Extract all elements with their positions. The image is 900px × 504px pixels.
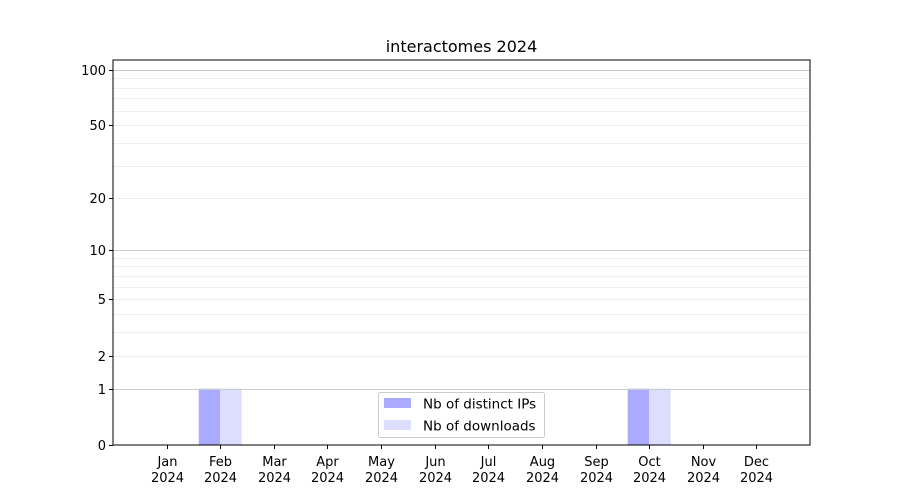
legend-swatch-downloads [384, 420, 411, 430]
y-tick-label: 5 [98, 293, 106, 308]
bar-downloads [220, 388, 242, 445]
x-tick-label-year: 2024 [419, 471, 452, 486]
bars [198, 388, 671, 445]
y-tick-label: 0 [98, 439, 106, 454]
x-tick-label-month: Jan [156, 455, 177, 470]
plot-frame [112, 59, 811, 446]
x-tick-label-month: Feb [209, 455, 232, 470]
x-tick-label-month: Mar [262, 455, 287, 470]
bar-distinct-ips [198, 388, 221, 445]
y-tick-label: 10 [89, 244, 106, 259]
legend-swatch-distinct-ips [384, 398, 411, 408]
bar-downloads [649, 388, 671, 445]
x-tick-label-month: May [368, 455, 395, 470]
x-tick-label-month: Apr [316, 455, 339, 470]
x-tick-label-year: 2024 [740, 471, 773, 486]
x-tick-label-month: Aug [530, 455, 555, 470]
legend-box [378, 392, 545, 438]
major-gridlines [113, 70, 810, 390]
x-tick-label-month: Nov [691, 455, 717, 470]
x-tick-label-year: 2024 [580, 471, 613, 486]
y-tick-label: 100 [81, 64, 106, 79]
x-tick-label-month: Jul [480, 455, 497, 470]
gridlines [113, 78, 810, 357]
x-axis: Jan2024Feb2024Mar2024Apr2024May2024Jun20… [151, 445, 773, 486]
y-tick-label: 2 [98, 350, 106, 365]
y-tick-label: 20 [89, 192, 106, 207]
legend: Nb of distinct IPs Nb of downloads [378, 392, 545, 438]
legend-label-distinct-ips: Nb of distinct IPs [423, 397, 536, 413]
y-tick-label: 1 [98, 383, 106, 398]
x-tick-label-year: 2024 [258, 471, 291, 486]
x-tick-label-year: 2024 [204, 471, 237, 486]
x-tick-label-month: Sep [584, 455, 609, 470]
x-tick-label-year: 2024 [472, 471, 505, 486]
x-tick-label-year: 2024 [526, 471, 559, 486]
x-tick-label-year: 2024 [311, 471, 344, 486]
legend-label-downloads: Nb of downloads [423, 419, 536, 435]
x-tick-label-year: 2024 [633, 471, 666, 486]
x-tick-label-year: 2024 [687, 471, 720, 486]
bar-distinct-ips [627, 388, 650, 445]
y-tick-label: 50 [89, 119, 106, 134]
x-tick-label-year: 2024 [365, 471, 398, 486]
y-axis: 0 1 2 5 10 20 50 100 [81, 64, 113, 454]
x-tick-label-month: Jun [424, 455, 445, 470]
x-tick-label-month: Dec [744, 455, 769, 470]
x-tick-label-year: 2024 [151, 471, 184, 486]
x-tick-label-month: Oct [638, 455, 660, 470]
chart-title: interactomes 2024 [386, 37, 538, 56]
